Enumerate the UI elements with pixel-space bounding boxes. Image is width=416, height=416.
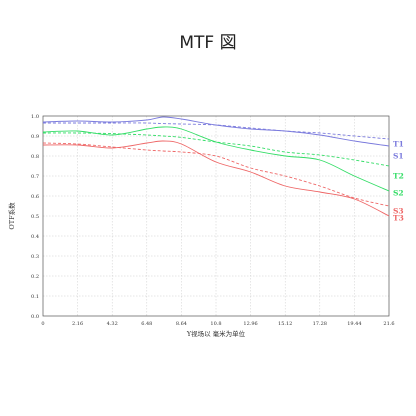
- series-line-t3: [42, 140, 390, 217]
- x-tick-label: 6.48: [141, 321, 152, 327]
- series-line-t2: [42, 126, 390, 192]
- y-tick-label: 1.0: [31, 114, 39, 120]
- legend-label-t2: T2: [393, 172, 404, 181]
- x-tick-label: 12.96: [243, 321, 257, 327]
- x-tick-label: 15.12: [278, 321, 292, 327]
- y-tick-label: 0.4: [31, 234, 39, 240]
- x-tick-label: 0: [41, 321, 44, 327]
- grid: [43, 116, 389, 316]
- x-tick-label: 8.64: [176, 321, 187, 327]
- series-lines: [42, 116, 390, 217]
- legend-label-s3: S3: [393, 207, 404, 216]
- x-tick-label: 10.8: [210, 321, 221, 327]
- y-axis-label: OTF系数: [7, 202, 16, 230]
- x-axis-label: Y视场以 毫米为单位: [186, 329, 246, 338]
- y-tick-label: 0.6: [31, 194, 39, 200]
- y-tick-label: 0.0: [31, 314, 39, 320]
- x-tick-label: 21.6: [383, 321, 394, 327]
- y-tick-label: 0.3: [31, 254, 39, 260]
- y-tick-label: 0.9: [31, 134, 39, 140]
- y-tick-label: 0.2: [31, 274, 39, 280]
- series-line-t1: [42, 116, 390, 147]
- legend-label-s1: S1: [393, 152, 404, 161]
- y-tick-label: 0.8: [31, 154, 39, 160]
- x-tick-label: 17.28: [313, 321, 327, 327]
- x-tick-label: 4.32: [107, 321, 118, 327]
- y-tick-label: 0.5: [31, 214, 39, 220]
- legend-label-t3: T3: [393, 214, 404, 223]
- y-tick-label: 0.7: [31, 174, 39, 180]
- series-line-s2: [42, 132, 390, 167]
- legend-label-s2: S2: [393, 189, 404, 198]
- tick-labels: 0 2.16 4.32 6.48 8.64 10.8 12.96 15.12 17.28 19.4…: [31, 114, 395, 327]
- legend-label-t1: T1: [393, 140, 404, 149]
- chart-title: MTF 図: [179, 33, 237, 53]
- x-tick-label: 2.16: [72, 321, 83, 327]
- series-line-s3: [42, 142, 390, 207]
- y-tick-label: 0.1: [31, 294, 39, 300]
- series-line-s1: [42, 122, 390, 140]
- x-tick-label: 19.44: [347, 321, 361, 327]
